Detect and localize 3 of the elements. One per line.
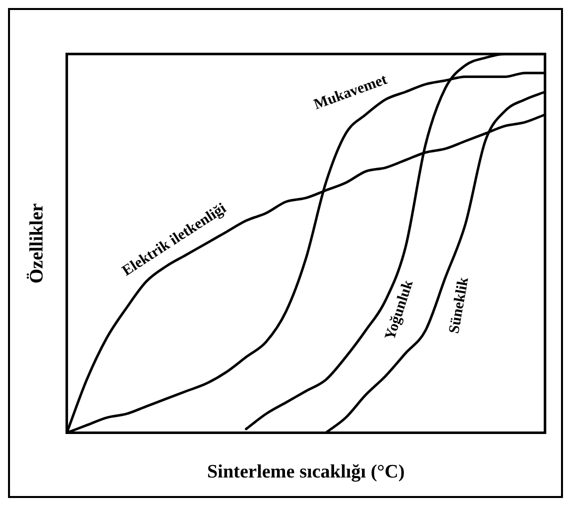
- x-axis-title: Sinterleme sıcaklığı (°C): [207, 462, 405, 483]
- text: Süneklik: [446, 276, 472, 335]
- y-axis-title: Özellikler: [26, 202, 48, 284]
